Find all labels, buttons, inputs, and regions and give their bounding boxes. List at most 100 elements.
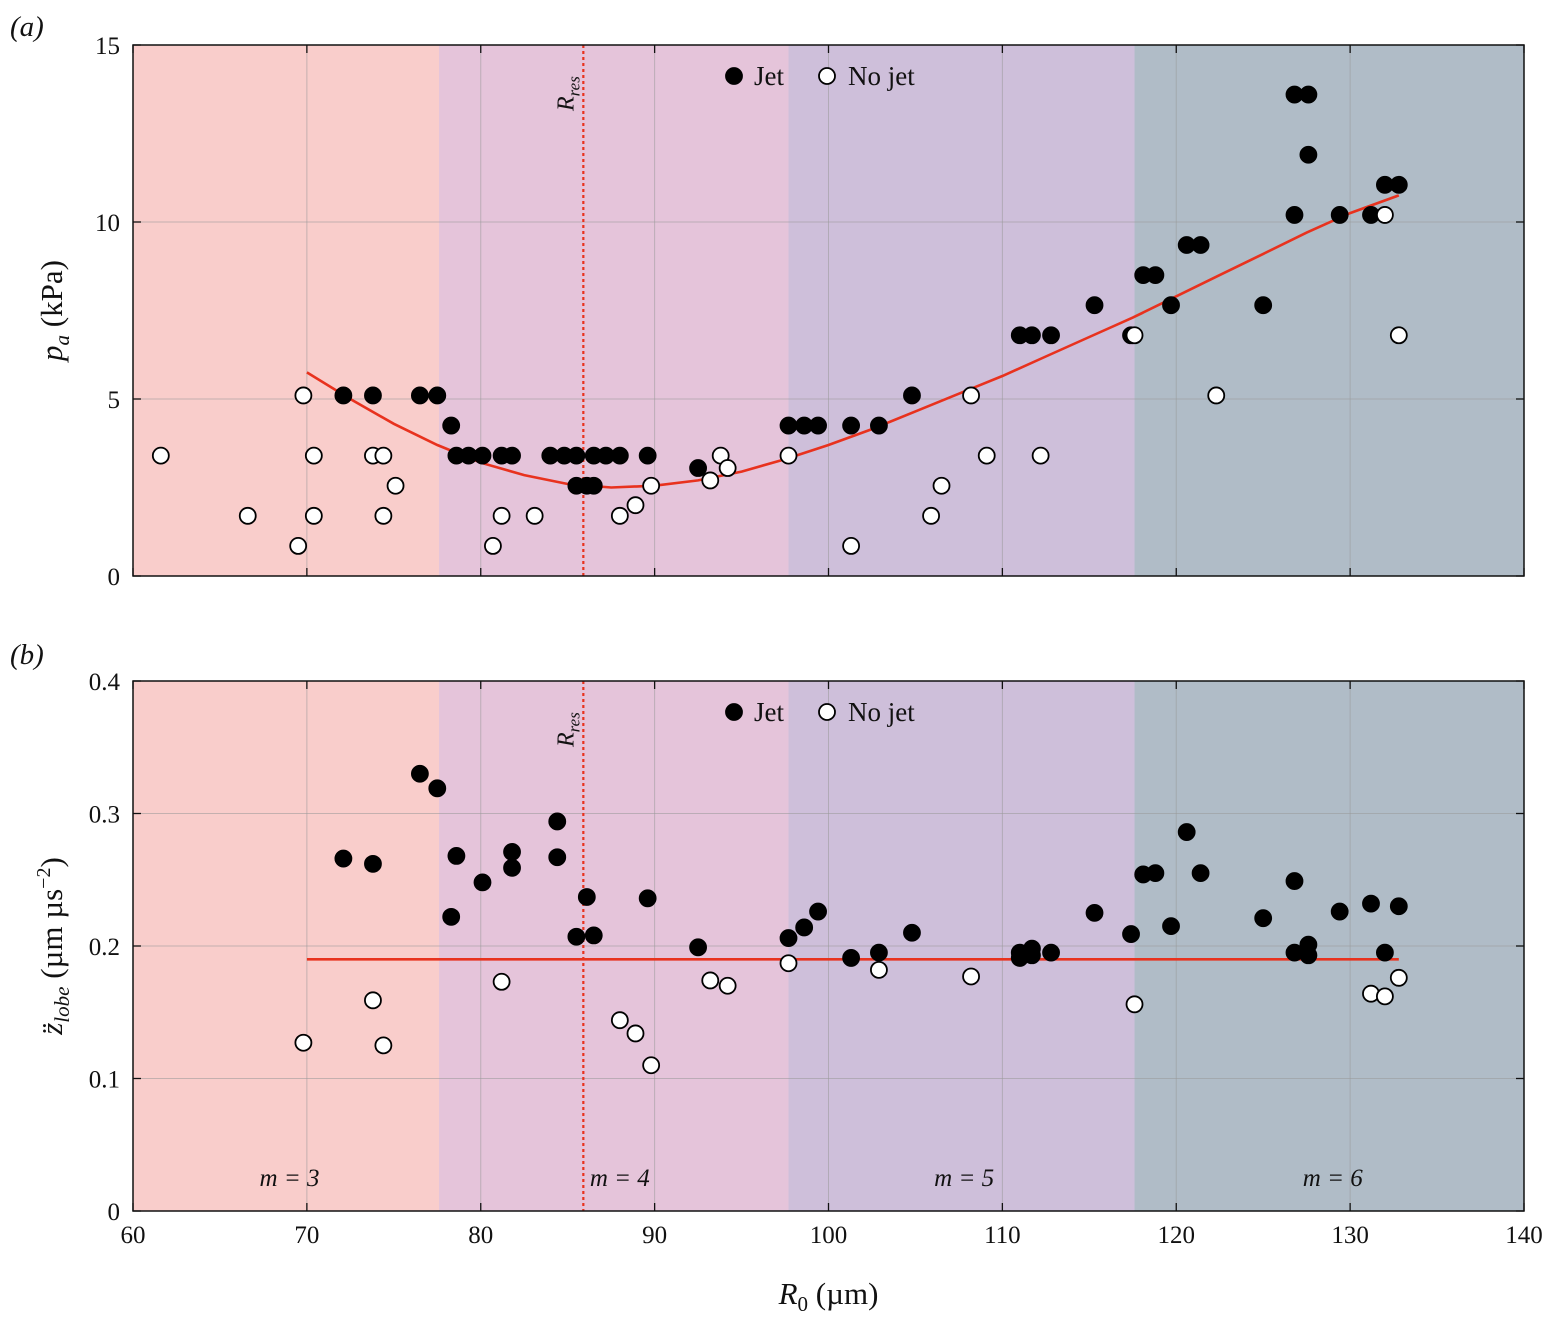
jet-point [584,926,603,945]
legend-jet-marker [725,67,743,85]
jet-point [1122,925,1140,943]
mode-label: m = 6 [1303,1165,1363,1192]
no-jet-point [294,386,313,405]
jet-point [1177,823,1196,841]
jet-point [503,446,521,465]
y-axis-label: pa (kPa) [34,260,74,363]
no-jet-point [718,459,737,477]
no-jet-point [701,471,720,490]
jet-point [1254,296,1273,315]
jet-point [638,889,657,908]
jet-point [638,446,657,465]
no-jet-point [842,537,861,555]
x-tick-label: 100 [810,1222,848,1249]
x-tick-label: 140 [1505,1222,1543,1249]
jet-point [442,907,461,926]
jet-point [447,847,466,865]
mode-region-3 [133,45,440,576]
no-jet-point [484,537,502,555]
y-tick-label: 0.1 [89,1067,120,1094]
jet-point [334,849,353,868]
y-tick-label: 10 [95,210,120,237]
jet-point [842,949,861,967]
jet-point [1285,872,1304,890]
no-jet-point [642,1056,661,1075]
no-jet-point [718,976,737,995]
no-jet-point [610,1011,629,1030]
jet-point [567,446,586,465]
jet-point [473,873,492,892]
x-tick-label: 90 [642,1222,667,1249]
no-jet-point [374,1036,393,1055]
jet-point [1162,917,1180,936]
jet-point [1042,326,1060,345]
jet-point [903,923,921,942]
no-jet-point [1125,326,1144,345]
no-jet-point [364,991,382,1010]
no-jet-point [932,476,951,495]
no-jet-point [238,506,257,525]
jet-point [1023,946,1041,965]
jet-point [428,779,447,798]
jet-point [842,416,861,435]
jet-point [1191,864,1210,883]
no-jet-point [294,1033,313,1052]
mode-region-4 [439,45,789,576]
no-jet-point [1125,995,1144,1014]
no-jet-point [922,506,940,525]
no-jet-point [1376,206,1394,224]
no-jet-point [610,506,629,525]
y-tick-label: 15 [95,33,120,60]
no-jet-point [374,506,393,525]
x-tick-label: 120 [1158,1222,1196,1249]
no-jet-point [1031,446,1050,465]
mode-label: m = 4 [590,1165,650,1192]
jet-point [795,918,814,937]
no-jet-point [1207,386,1226,405]
jet-point [1299,145,1318,164]
jet-point [809,902,827,921]
x-tick-label: 130 [1331,1222,1369,1249]
jet-point [779,929,798,947]
jet-point [870,943,888,962]
no-jet-point [151,446,170,465]
jet-point [610,446,629,465]
fit-line [306,194,1400,489]
jet-point [1162,296,1180,315]
jet-point [1085,296,1104,315]
no-jet-point [525,506,544,525]
jet-point [903,386,921,405]
no-jet-point [1376,987,1394,1006]
legend-nojet-label: No jet [848,697,915,727]
no-jet-point [374,446,393,465]
y-tick-label: 5 [108,387,121,414]
no-jet-point [642,476,661,495]
panel-label: (a) [10,11,44,43]
jet-point [1023,326,1041,345]
panel-label: (b) [10,639,44,671]
legend-nojet-marker [818,703,836,721]
jet-point [1330,206,1349,224]
mode-label: m = 3 [260,1165,320,1192]
no-jet-point [977,446,996,465]
jet-point [364,854,382,873]
x-axis-label: R0 (µm) [778,1276,879,1316]
jet-point [567,927,586,946]
y-tick-label: 0.4 [89,669,121,696]
y-tick-label: 0.2 [89,934,120,961]
no-jet-point [626,496,645,515]
no-jet-point [1389,326,1408,345]
no-jet-point [962,386,980,405]
no-jet-point [492,506,511,525]
jet-point [503,843,521,861]
y-axis-label: z̈lobe (µm µs−2) [33,857,74,1036]
r-res-label: Rres [553,712,583,748]
jet-point [809,416,827,435]
x-tick-label: 80 [468,1222,493,1249]
no-jet-point [701,971,720,990]
jet-point [1146,266,1165,285]
jet-point [364,386,382,405]
legend-jet-marker [725,703,743,721]
y-tick-label: 0 [108,1199,121,1226]
jet-point [410,764,429,783]
